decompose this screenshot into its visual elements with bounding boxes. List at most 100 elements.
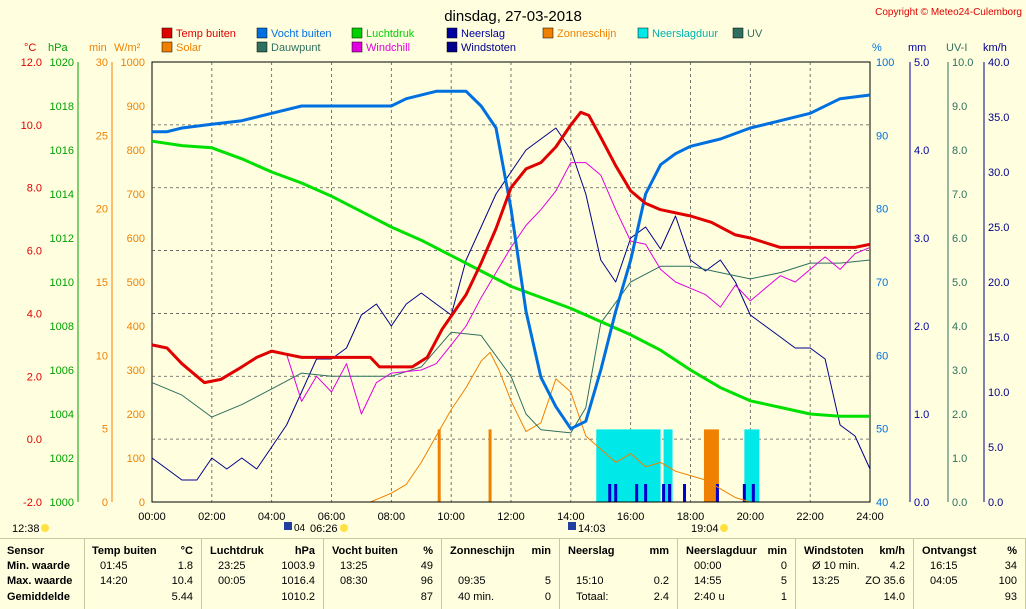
temp-tick-label: 10.0 — [21, 120, 42, 132]
solar-tick-label: 500 — [127, 277, 145, 289]
rain-tick-label: 5.0 — [914, 57, 929, 69]
stats-max-t: 09:35 — [458, 575, 486, 587]
stats-max-t: 04:05 — [930, 575, 958, 587]
series-windchill — [286, 162, 871, 415]
stats-avg-v: 0 — [544, 591, 551, 603]
wind-tick-label: 0.0 — [988, 497, 1003, 509]
sunshine-tick-label: 0 — [102, 497, 108, 509]
stats-title: Windstoten — [804, 545, 864, 557]
legend-swatch-10 — [446, 41, 458, 53]
stats-title: Ontvangst — [922, 545, 977, 557]
stats-min-t: 23:25 — [218, 560, 246, 572]
humidity-tick-label: 90 — [876, 130, 888, 142]
moon-phase-icon — [284, 522, 292, 530]
series-solar — [370, 351, 751, 503]
marker-04: 04 — [294, 523, 306, 534]
stats-max-v: 5 — [780, 575, 787, 587]
moon-rise-icon — [568, 522, 576, 530]
stats-unit: % — [423, 545, 433, 557]
copyright: Copyright © Meteo24-Culemborg — [875, 7, 1022, 18]
stats-max-v: ZO 35.6 — [865, 575, 905, 587]
pressure-tick-label: 1020 — [50, 57, 74, 69]
stats-title: Temp buiten — [92, 545, 157, 557]
stats-min-v: 1003.9 — [281, 560, 315, 572]
stats-sensor-label: Sensor — [7, 545, 45, 557]
humidity-tick-label: 80 — [876, 204, 888, 216]
rain-bar-7 — [715, 484, 719, 502]
stats-min-t: 13:25 — [340, 560, 368, 572]
sunshine-tick-label: 20 — [96, 204, 108, 216]
stats-max-v: 5 — [544, 575, 551, 587]
stats-avg-t: 2:40 u — [694, 591, 725, 603]
legend-swatch-2 — [351, 27, 363, 39]
x-tick-label: 04:00 — [258, 511, 286, 523]
stats-min-t: 16:15 — [930, 560, 958, 572]
rain-bar-1 — [614, 484, 618, 502]
uv-unit: UV-I — [946, 42, 967, 54]
stats-max-t: 08:30 — [340, 575, 368, 587]
sunshine-tick-label: 15 — [96, 277, 108, 289]
legend-label-6: UV — [747, 28, 763, 40]
axis-unit-labels: °C hPa min W/m² % mm UV-I km/h — [24, 42, 1007, 54]
stats-avg-v: 2.4 — [653, 591, 669, 603]
stats-unit: km/h — [879, 545, 905, 557]
stats-min-v: 1.8 — [177, 560, 193, 572]
x-tick-label: 20:00 — [737, 511, 765, 523]
wind-tick-label: 5.0 — [988, 442, 1003, 454]
stats-min-t: 01:45 — [100, 560, 128, 572]
rain-tick-label: 1.0 — [914, 409, 929, 421]
stats-max-v: 96 — [420, 575, 433, 587]
stats-min-label: Min. waarde — [7, 560, 70, 572]
uv-tick-label: 5.0 — [952, 277, 967, 289]
legend-label-10: Windstoten — [461, 42, 516, 54]
solar-tick-label: 100 — [127, 453, 145, 465]
temp-tick-label: 4.0 — [27, 308, 42, 320]
uv-tick-label: 0.0 — [952, 497, 967, 509]
rain-bar-8 — [742, 484, 746, 502]
solar-tick-label: 600 — [127, 233, 145, 245]
solar-tick-label: 800 — [127, 145, 145, 157]
uv-tick-label: 2.0 — [952, 409, 967, 421]
stats-max-label: Max. waarde — [7, 575, 73, 587]
rain-bar-0 — [608, 484, 612, 502]
wind-tick-label: 30.0 — [988, 167, 1009, 179]
stats-avg-t: Totaal: — [576, 591, 609, 603]
legend-label-8: Dauwpunt — [271, 42, 321, 54]
stats-unit: hPa — [294, 545, 315, 557]
stats-max-t: 00:05 — [218, 575, 246, 587]
wind-tick-label: 35.0 — [988, 112, 1009, 124]
rain-duration-bar-1 — [663, 429, 673, 502]
temp-tick-label: -2.0 — [23, 497, 42, 509]
stats-unit: min — [767, 545, 787, 557]
stats-avg-v: 1 — [780, 591, 787, 603]
pressure-tick-label: 1014 — [50, 189, 74, 201]
pressure-tick-label: 1016 — [50, 145, 74, 157]
legend-swatch-7 — [161, 41, 173, 53]
humidity-tick-label: 70 — [876, 277, 888, 289]
rain-bar-5 — [668, 484, 672, 502]
pressure-tick-label: 1008 — [50, 321, 74, 333]
x-tick-label: 14:00 — [557, 511, 585, 523]
rain-bar-3 — [644, 484, 648, 502]
stats-title: Vocht buiten — [332, 545, 398, 557]
stats-column-neerslag: Neerslag mm 15:10 0.2 Totaal: 2.4 — [560, 539, 678, 609]
solar-tick-label: 1000 — [121, 57, 145, 69]
temp-tick-label: 12.0 — [21, 57, 42, 69]
stats-avg-v: 5.44 — [171, 591, 193, 603]
pressure-tick-label: 1000 — [50, 497, 74, 509]
pressure-tick-label: 1004 — [50, 409, 74, 421]
wind-unit: km/h — [983, 42, 1007, 54]
stats-unit: °C — [180, 545, 193, 557]
legend-swatch-0 — [161, 27, 173, 39]
uv-tick-label: 7.0 — [952, 189, 967, 201]
uv-tick-label: 10.0 — [952, 57, 973, 69]
stats-label-column: Sensor Min. waarde Max. waarde Gemiddeld… — [0, 539, 85, 609]
stats-avg-v: 14.0 — [883, 591, 905, 603]
axes: -2.00.02.04.06.08.010.012.01000100210041… — [21, 57, 1010, 509]
pressure-tick-label: 1002 — [50, 453, 74, 465]
legend: Temp buiten Vocht buiten Luchtdruk Neerslag… — [161, 27, 763, 54]
series-luchtdruk — [151, 139, 870, 418]
stats-max-t: 14:20 — [100, 575, 128, 587]
rain-tick-label: 2.0 — [914, 321, 929, 333]
rain-tick-label: 3.0 — [914, 233, 929, 245]
